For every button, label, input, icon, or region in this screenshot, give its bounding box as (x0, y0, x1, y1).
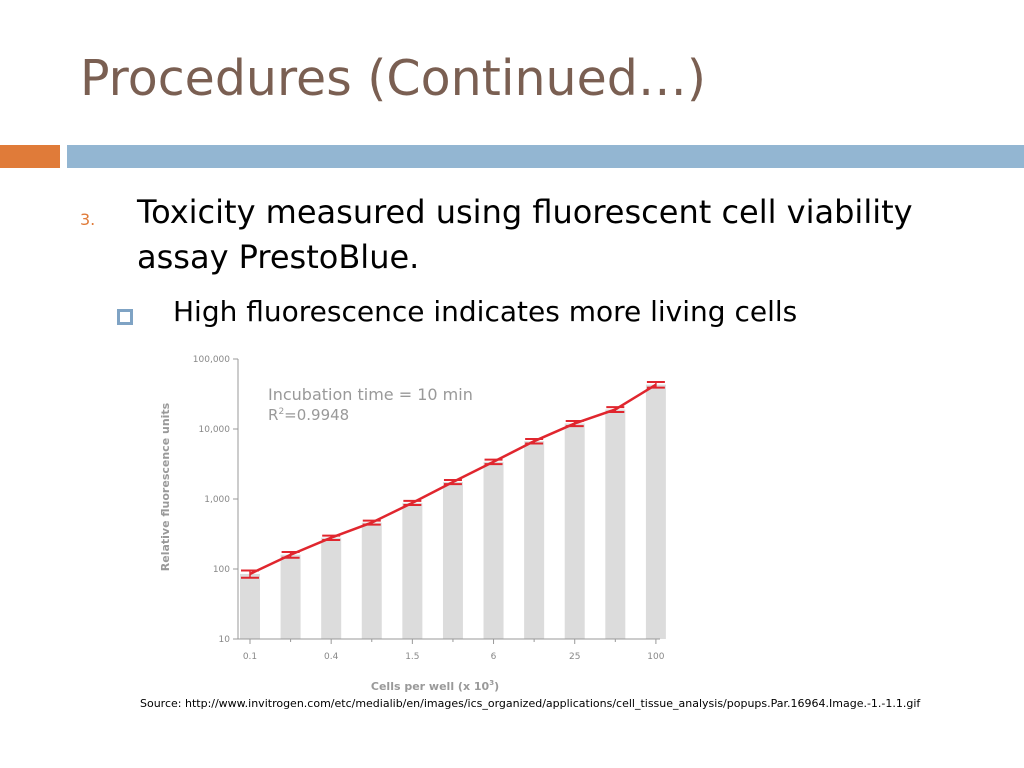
bar-3 (361, 522, 382, 639)
annotation-r-exponent: 2 (278, 407, 284, 417)
bar-10 (645, 384, 666, 639)
error-bar-10 (646, 380, 665, 389)
bar-6 (483, 461, 504, 639)
y-tick-label-1: 100 (213, 565, 230, 575)
x-tick-label-3: 6 (491, 652, 497, 662)
x-tick-label-2: 1.5 (405, 652, 419, 662)
x-axis-label-suffix: ) (494, 680, 499, 693)
error-bar-7 (525, 437, 544, 445)
line-series-group (241, 380, 665, 579)
bar-9 (605, 409, 626, 639)
error-bar-9 (606, 406, 625, 413)
x-tick-label-1: 0.4 (324, 652, 339, 662)
x-axis-label-exponent: 3 (489, 679, 494, 687)
source-citation: Source: http://www.invitrogen.com/etc/me… (140, 697, 921, 710)
bars-group (240, 384, 666, 639)
error-bar-4 (403, 499, 422, 507)
x-ticks-group: 0.1 0.4 1.5 6 25 100 (243, 639, 665, 662)
annotation-r-squared: R2=0.9948 (268, 406, 349, 424)
error-bar-2 (322, 534, 341, 541)
annotation-r-prefix: R (268, 406, 278, 424)
bullet-text: Toxicity measured using fluorescent cell… (137, 193, 913, 276)
error-bar-3 (362, 519, 381, 526)
annotation-r-value: =0.9948 (284, 406, 349, 424)
x-axis-label: Cells per well (x 103) (371, 679, 499, 693)
x-axis-label-main: Cells per well (x 10 (371, 680, 490, 693)
error-bar-0 (241, 569, 259, 579)
bullet-number: 3. (80, 210, 96, 229)
error-bar-8 (565, 420, 584, 428)
bar-5 (442, 481, 463, 639)
bar-4 (402, 502, 423, 639)
y-ticks-group: 10 100 1,000 10,000 100,000 (193, 355, 238, 645)
error-bar-1 (281, 550, 300, 559)
sub-bullet-text: High fluorescence indicates more living … (173, 295, 798, 328)
error-bar-5 (443, 478, 462, 486)
y-tick-label-2: 1,000 (204, 495, 230, 505)
bar-7 (524, 441, 545, 639)
bar-1 (280, 554, 301, 639)
x-tick-label-4: 25 (569, 652, 580, 662)
accent-bar-blue (67, 145, 1024, 168)
x-tick-label-0: 0.1 (243, 652, 257, 662)
x-tick-label-5: 100 (647, 652, 664, 662)
slide-title: Procedures (Continued…) (80, 50, 706, 107)
y-tick-label-0: 10 (219, 635, 231, 645)
annotation-incubation: Incubation time = 10 min (268, 385, 473, 404)
bar-0 (240, 573, 260, 639)
error-bar-6 (484, 458, 503, 466)
y-tick-label-4: 100,000 (193, 355, 230, 365)
y-tick-label-3: 10,000 (199, 425, 231, 435)
square-bullet-icon (117, 309, 133, 325)
y-axis-label: Relative fluorescence units (159, 402, 172, 571)
bar-8 (564, 423, 585, 639)
accent-bar-orange (0, 145, 60, 168)
bar-2 (321, 537, 342, 639)
